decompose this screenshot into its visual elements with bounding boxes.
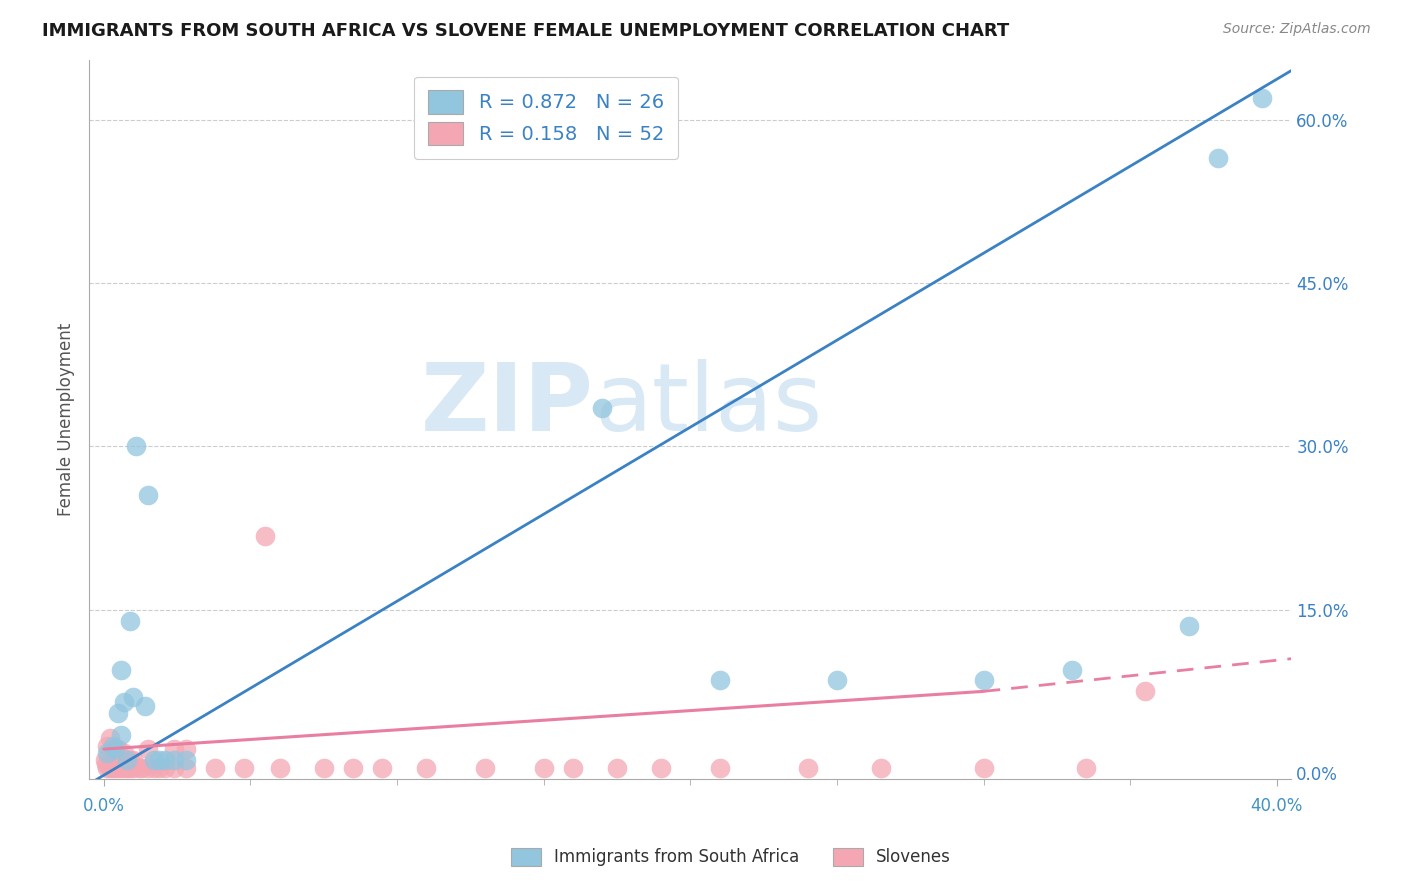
- Point: [1251, 91, 1274, 105]
- Point: [142, 753, 165, 767]
- Point: [107, 761, 129, 775]
- Point: [110, 753, 132, 767]
- Point: [148, 753, 170, 767]
- Point: [96, 761, 118, 775]
- Point: [107, 742, 129, 756]
- Point: [112, 747, 135, 761]
- Point: [155, 761, 177, 775]
- Point: [148, 761, 170, 775]
- Point: [973, 761, 995, 775]
- Point: [120, 761, 142, 775]
- Point: [101, 753, 124, 767]
- Point: [122, 761, 145, 775]
- Text: ZIP: ZIP: [422, 359, 595, 450]
- Point: [136, 761, 159, 775]
- Point: [253, 528, 276, 542]
- Point: [163, 742, 186, 756]
- Point: [104, 742, 127, 756]
- Text: atlas: atlas: [595, 359, 823, 450]
- Point: [107, 753, 129, 767]
- Y-axis label: Female Unemployment: Female Unemployment: [58, 322, 75, 516]
- Point: [107, 706, 129, 720]
- Point: [120, 614, 142, 628]
- Point: [825, 673, 848, 688]
- Point: [134, 698, 156, 713]
- Point: [591, 401, 613, 416]
- Point: [606, 761, 628, 775]
- Point: [98, 761, 121, 775]
- Point: [174, 761, 197, 775]
- Point: [174, 753, 197, 767]
- Point: [101, 761, 124, 775]
- Point: [128, 761, 150, 775]
- Point: [136, 488, 159, 502]
- Point: [174, 742, 197, 756]
- Point: [110, 663, 132, 677]
- Point: [371, 761, 394, 775]
- Point: [122, 753, 145, 767]
- Point: [125, 439, 148, 453]
- Point: [136, 742, 159, 756]
- Legend: R = 0.872   N = 26, R = 0.158   N = 52: R = 0.872 N = 26, R = 0.158 N = 52: [415, 77, 678, 159]
- Point: [1133, 684, 1156, 698]
- Point: [562, 761, 585, 775]
- Point: [163, 761, 186, 775]
- Point: [973, 673, 995, 688]
- Point: [415, 761, 437, 775]
- Point: [533, 761, 555, 775]
- Point: [104, 761, 127, 775]
- Text: IMMIGRANTS FROM SOUTH AFRICA VS SLOVENE FEMALE UNEMPLOYMENT CORRELATION CHART: IMMIGRANTS FROM SOUTH AFRICA VS SLOVENE …: [42, 22, 1010, 40]
- Point: [96, 739, 118, 753]
- Point: [131, 761, 153, 775]
- Point: [142, 761, 165, 775]
- Point: [1076, 761, 1098, 775]
- Point: [312, 761, 335, 775]
- Point: [870, 761, 893, 775]
- Point: [163, 753, 186, 767]
- Point: [98, 731, 121, 746]
- Point: [709, 673, 731, 688]
- Point: [709, 761, 731, 775]
- Point: [115, 753, 138, 767]
- Point: [1060, 663, 1083, 677]
- Point: [1178, 619, 1201, 633]
- Point: [110, 728, 132, 742]
- Point: [104, 742, 127, 756]
- Point: [650, 761, 672, 775]
- Point: [110, 761, 132, 775]
- Point: [269, 761, 291, 775]
- Point: [112, 761, 135, 775]
- Point: [122, 690, 145, 704]
- Point: [1206, 151, 1229, 165]
- Point: [96, 747, 118, 761]
- Point: [101, 739, 124, 753]
- Text: Source: ZipAtlas.com: Source: ZipAtlas.com: [1223, 22, 1371, 37]
- Point: [155, 753, 177, 767]
- Point: [120, 753, 142, 767]
- Point: [342, 761, 364, 775]
- Point: [94, 757, 117, 772]
- Legend: Immigrants from South Africa, Slovenes: Immigrants from South Africa, Slovenes: [505, 841, 957, 873]
- Point: [796, 761, 818, 775]
- Point: [474, 761, 496, 775]
- Point: [112, 695, 135, 709]
- Point: [115, 761, 138, 775]
- Point: [204, 761, 226, 775]
- Point: [93, 753, 115, 767]
- Point: [233, 761, 256, 775]
